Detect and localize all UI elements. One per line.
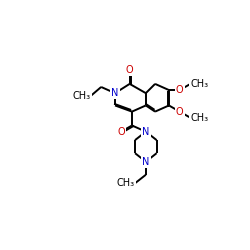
Text: O: O (126, 65, 134, 75)
Text: CH₃: CH₃ (190, 79, 208, 89)
Text: N: N (142, 127, 150, 137)
Text: O: O (118, 127, 125, 137)
Text: N: N (142, 157, 150, 167)
Text: CH₃: CH₃ (190, 113, 208, 123)
Text: CH₃: CH₃ (72, 91, 90, 101)
Text: O: O (176, 106, 184, 117)
Text: O: O (176, 85, 184, 95)
Text: N: N (111, 88, 119, 98)
Text: CH₃: CH₃ (117, 178, 135, 188)
